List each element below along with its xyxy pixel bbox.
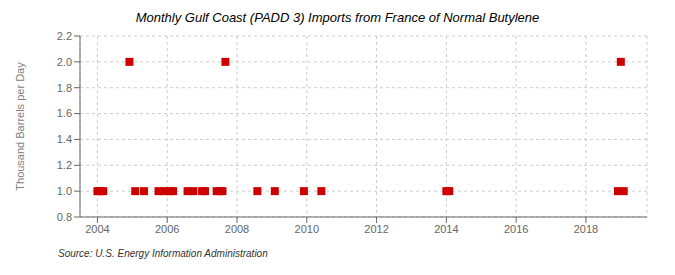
svg-text:2004: 2004 [85, 223, 109, 235]
svg-text:1.2: 1.2 [57, 159, 72, 171]
html-text:Monthly Gulf Coast (PADD 3) Im: Monthly Gulf Coast (PADD 3) Imports from… [135, 10, 540, 25]
html-text:Source: U.S. Energy Informatio: Source: U.S. Energy Information Administ… [58, 248, 268, 259]
svg-text:2.2: 2.2 [57, 30, 72, 42]
svg-text:2006: 2006 [155, 223, 179, 235]
svg-text:2016: 2016 [504, 223, 528, 235]
svg-text:0.8: 0.8 [57, 211, 72, 223]
svg-text:1.0: 1.0 [57, 185, 72, 197]
svg-text:Thousand Barrels per Day: Thousand Barrels per Day [14, 62, 26, 191]
svg-text:2.0: 2.0 [57, 56, 72, 68]
svg-text:1.4: 1.4 [57, 133, 72, 145]
svg-text:1.8: 1.8 [57, 82, 72, 94]
svg-text:2014: 2014 [434, 223, 458, 235]
svg-text:2018: 2018 [574, 223, 598, 235]
svg-text:2012: 2012 [364, 223, 388, 235]
svg-text:2010: 2010 [295, 223, 319, 235]
svg-text:1.6: 1.6 [57, 107, 72, 119]
svg-text:2008: 2008 [225, 223, 249, 235]
